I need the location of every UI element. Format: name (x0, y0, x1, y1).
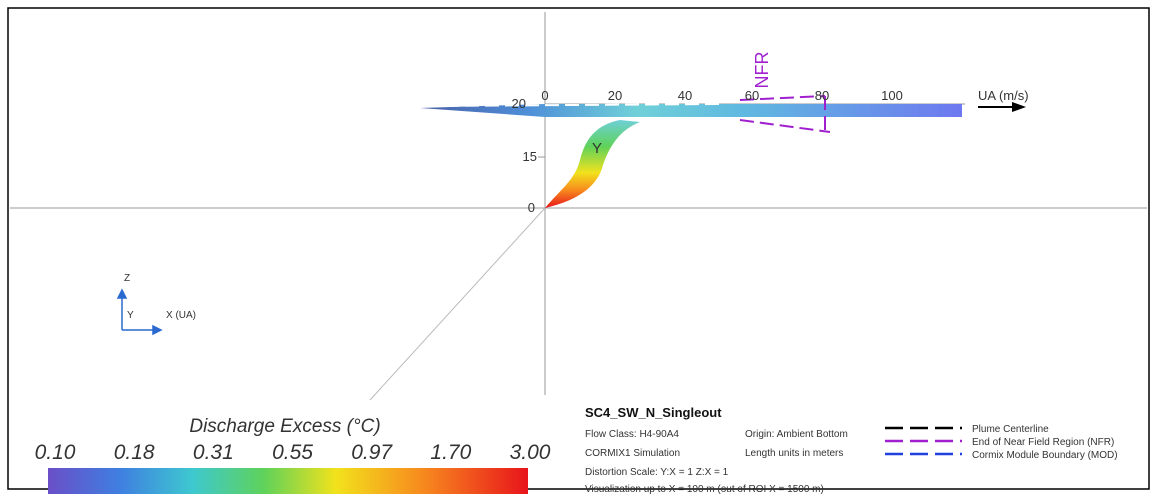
plume-label: Y (592, 140, 602, 157)
legend-label: Plume Centerline (972, 424, 1049, 435)
colorbar-label: 0.55 (272, 441, 313, 464)
triad-x: X (UA) (166, 310, 196, 321)
x-tick-label: 100 (881, 88, 903, 103)
info-text: Visualization up to X = 100 m (out of RO… (585, 484, 824, 495)
colorbar-label: 0.10 (35, 441, 76, 464)
nfr-boundary (739, 95, 831, 133)
info-text: Length units in meters (745, 448, 843, 459)
triad-y: Y (127, 310, 134, 321)
x-tick-label: 80 (815, 88, 829, 103)
colorbar-label: 1.70 (430, 441, 471, 464)
plume-surface (420, 104, 962, 117)
colorbar-title: Discharge Excess (°C) (189, 416, 380, 437)
info-text: Origin: Ambient Bottom (745, 429, 848, 440)
plume-rise (545, 120, 640, 208)
nfr-label: NFR (752, 52, 772, 89)
info-text: Flow Class: H4-90A4 (585, 429, 679, 440)
z-tick-label: 15 (523, 149, 537, 164)
legend-label: Cormix Module Boundary (MOD) (972, 450, 1118, 461)
legend-label: End of Near Field Region (NFR) (972, 437, 1114, 448)
info-title: SC4_SW_N_Singleout (585, 405, 722, 420)
z-tick-label: 20 (512, 96, 526, 111)
z-tick-label: 0 (528, 200, 535, 215)
legend-lines (885, 426, 962, 456)
info-text: CORMIX1 Simulation (585, 448, 680, 459)
triad-z: Z (124, 273, 130, 284)
x-tick-label: 40 (678, 88, 692, 103)
orientation-triad (116, 288, 163, 336)
colorbar-label: 3.00 (510, 441, 551, 464)
x-tick-label: 0 (541, 88, 548, 103)
centerline (424, 103, 721, 107)
x-tick-label: 60 (745, 88, 759, 103)
frame (7, 7, 1150, 490)
x-tick-label: 20 (608, 88, 622, 103)
info-text: Distortion Scale: Y:X = 1 Z:X = 1 (585, 467, 729, 478)
colorbar-label: 0.97 (351, 441, 393, 464)
y-axis (369, 207, 546, 401)
colorbar-label: 0.31 (193, 441, 234, 464)
colorbar-label: 0.18 (114, 441, 155, 464)
colorbar (48, 468, 528, 494)
x-axis-label: UA (m/s) (978, 88, 1029, 103)
